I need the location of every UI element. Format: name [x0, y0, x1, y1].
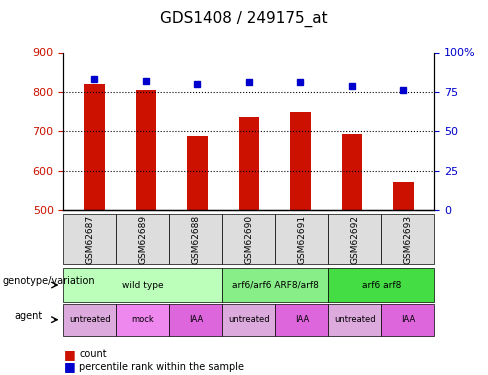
Text: arf6/arf6 ARF8/arf8: arf6/arf6 ARF8/arf8	[232, 280, 319, 290]
Text: arf6 arf8: arf6 arf8	[362, 280, 401, 290]
Text: GSM62692: GSM62692	[350, 214, 359, 264]
Text: agent: agent	[15, 311, 43, 321]
Text: ■: ■	[63, 360, 75, 373]
Text: GSM62688: GSM62688	[191, 214, 201, 264]
Text: wild type: wild type	[122, 280, 164, 290]
Bar	[84, 84, 104, 210]
Text: GSM62690: GSM62690	[244, 214, 253, 264]
Bar	[342, 134, 362, 210]
Text: count: count	[79, 350, 107, 359]
Bar	[290, 112, 311, 210]
Text: untreated: untreated	[69, 315, 111, 324]
Text: mock: mock	[132, 315, 154, 324]
Bar	[239, 117, 259, 210]
Text: genotype/variation: genotype/variation	[2, 276, 95, 285]
Text: IAA: IAA	[401, 315, 415, 324]
Bar	[136, 90, 156, 210]
Text: GSM62693: GSM62693	[403, 214, 412, 264]
Text: GSM62689: GSM62689	[139, 214, 147, 264]
Text: GSM62687: GSM62687	[85, 214, 95, 264]
Text: IAA: IAA	[295, 315, 309, 324]
Text: ■: ■	[63, 348, 75, 361]
Bar	[393, 182, 414, 210]
Text: GDS1408 / 249175_at: GDS1408 / 249175_at	[160, 11, 328, 27]
Text: untreated: untreated	[334, 315, 376, 324]
Bar	[187, 136, 208, 210]
Text: IAA: IAA	[189, 315, 203, 324]
Text: GSM62691: GSM62691	[297, 214, 306, 264]
Text: percentile rank within the sample: percentile rank within the sample	[79, 362, 244, 372]
Text: untreated: untreated	[228, 315, 270, 324]
